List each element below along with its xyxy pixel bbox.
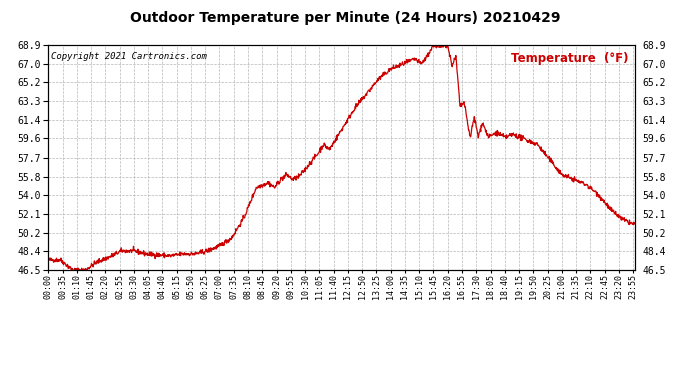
Text: Copyright 2021 Cartronics.com: Copyright 2021 Cartronics.com bbox=[51, 52, 207, 61]
Text: Outdoor Temperature per Minute (24 Hours) 20210429: Outdoor Temperature per Minute (24 Hours… bbox=[130, 11, 560, 25]
Text: Temperature  (°F): Temperature (°F) bbox=[511, 52, 629, 65]
